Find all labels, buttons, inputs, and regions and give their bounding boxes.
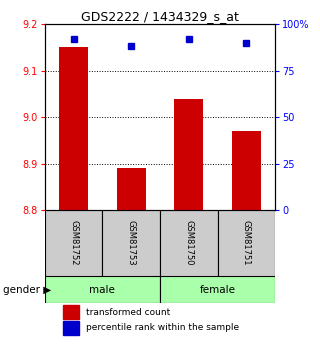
Text: female: female [200,285,236,295]
Bar [102,210,160,276]
Bar [63,321,79,335]
Text: GSM81750: GSM81750 [184,220,193,266]
Bar [160,276,275,303]
Text: GSM81752: GSM81752 [69,220,78,266]
Bar [59,47,88,210]
Bar [160,210,218,276]
Bar [63,305,79,319]
Bar [232,131,261,210]
Text: male: male [90,285,115,295]
Text: percentile rank within the sample: percentile rank within the sample [86,323,239,333]
Bar [218,210,275,276]
Bar [45,210,102,276]
Bar [174,99,203,210]
Bar [45,276,160,303]
Title: GDS2222 / 1434329_s_at: GDS2222 / 1434329_s_at [81,10,239,23]
Text: GSM81753: GSM81753 [127,220,136,266]
Text: transformed count: transformed count [86,308,171,317]
Bar [117,168,146,210]
Text: gender ▶: gender ▶ [3,285,52,295]
Text: GSM81751: GSM81751 [242,220,251,266]
